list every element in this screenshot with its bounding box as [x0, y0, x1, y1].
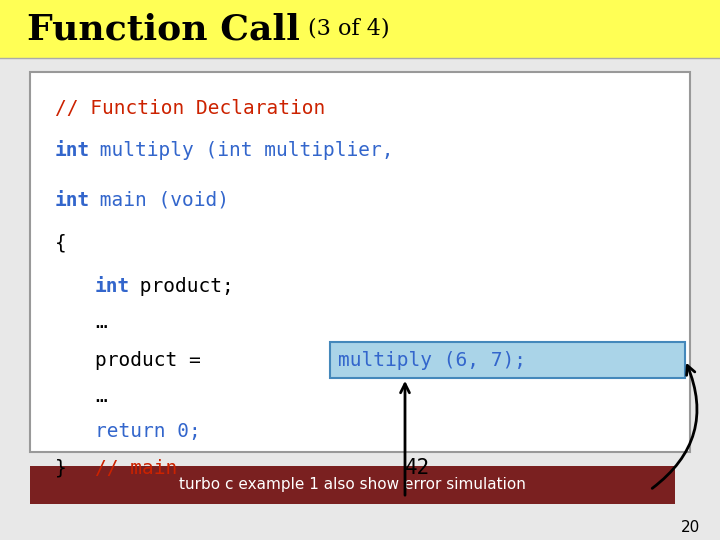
Text: 42: 42 [405, 458, 431, 478]
Bar [330, 342, 685, 378]
Bar [30, 466, 675, 504]
Text: …: … [95, 313, 107, 332]
Text: }: } [55, 458, 67, 477]
Text: int: int [95, 276, 130, 295]
Text: (3 of 4): (3 of 4) [308, 18, 390, 40]
Text: 20: 20 [680, 521, 700, 536]
Text: {: { [55, 233, 67, 253]
Text: product =: product = [95, 350, 212, 369]
Text: int: int [55, 191, 90, 210]
Text: multiply (6, 7);: multiply (6, 7); [338, 350, 526, 369]
Text: main (void): main (void) [88, 191, 229, 210]
FancyArrowPatch shape [400, 384, 410, 495]
Text: …: … [95, 387, 107, 406]
Bar [0, 0, 720, 58]
Text: // main: // main [95, 458, 177, 477]
Text: turbo c example 1 also show error simulation: turbo c example 1 also show error simula… [179, 477, 526, 492]
Text: multiply (int multiplier,: multiply (int multiplier, [88, 141, 394, 160]
Text: int: int [55, 141, 90, 160]
FancyArrowPatch shape [652, 366, 697, 488]
Text: Function Call: Function Call [27, 12, 300, 46]
Text: product;: product; [128, 276, 234, 295]
Text: return 0;: return 0; [95, 422, 201, 442]
Bar [30, 72, 690, 452]
Text: // Function Declaration: // Function Declaration [55, 98, 325, 118]
